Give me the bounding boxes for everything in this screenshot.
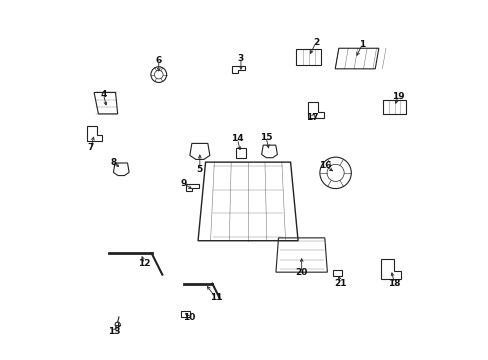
Text: 14: 14	[230, 134, 243, 143]
Text: 20: 20	[295, 268, 307, 277]
Bar	[332, 270, 342, 276]
Bar	[181, 311, 190, 317]
Text: 13: 13	[108, 327, 120, 336]
Text: 9: 9	[180, 179, 186, 188]
Text: 7: 7	[87, 143, 94, 152]
Text: 18: 18	[387, 279, 400, 288]
Text: 21: 21	[334, 279, 346, 288]
Text: 1: 1	[359, 40, 365, 49]
Text: 15: 15	[259, 132, 272, 141]
Text: 2: 2	[312, 38, 318, 47]
Text: 3: 3	[237, 54, 244, 63]
Text: 6: 6	[155, 56, 162, 65]
Text: 16: 16	[318, 161, 330, 170]
Text: 5: 5	[196, 165, 203, 174]
Text: 19: 19	[391, 91, 404, 100]
Text: 4: 4	[100, 90, 106, 99]
Text: 8: 8	[111, 158, 117, 167]
Text: 12: 12	[138, 260, 150, 269]
Text: 17: 17	[305, 113, 318, 122]
Text: 10: 10	[183, 313, 195, 322]
Text: 11: 11	[209, 293, 222, 302]
